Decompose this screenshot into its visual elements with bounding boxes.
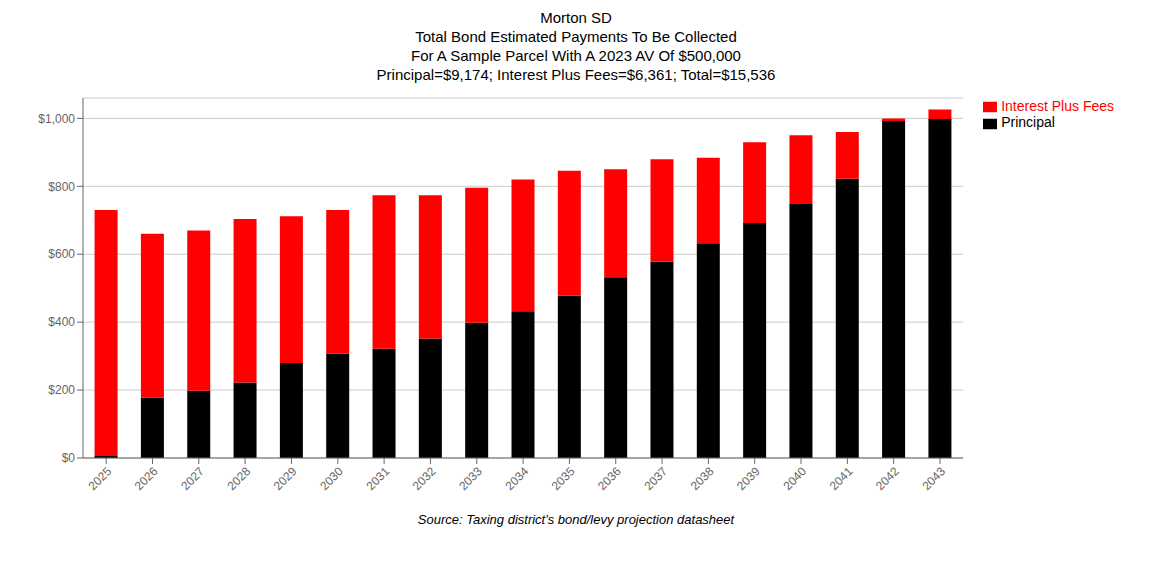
svg-text:2043: 2043 [919,464,948,493]
html-text:Principal: Principal [1001,114,1055,131]
svg-text:2033: 2033 [456,464,485,493]
svg-text:$400: $400 [48,315,75,329]
svg-text:2037: 2037 [641,464,670,493]
html-text:For A Sample Parcel With A 202: For A Sample Parcel With A 2023 AV Of $5… [411,47,741,64]
svg-text:$600: $600 [48,247,75,261]
svg-text:2032: 2032 [410,464,439,493]
svg-text:$1,000: $1,000 [38,112,75,126]
svg-text:2029: 2029 [271,464,300,493]
svg-text:2030: 2030 [317,464,346,493]
html-text:Source: Taxing district's bond: Source: Taxing district's bond/levy proj… [417,512,735,527]
svg-text:2039: 2039 [734,464,763,493]
svg-text:2034: 2034 [502,464,531,493]
svg-text:$200: $200 [48,383,75,397]
svg-text:$800: $800 [48,180,75,194]
svg-text:2041: 2041 [827,464,856,493]
svg-text:2040: 2040 [780,464,809,493]
html-text:Interest Plus Fees: Interest Plus Fees [1001,98,1114,114]
html-text:Total Bond Estimated Payments: Total Bond Estimated Payments To Be Coll… [415,28,737,45]
svg-text:2038: 2038 [688,464,717,493]
svg-text:2042: 2042 [873,464,902,493]
html-text:Principal=$9,174; Interest Plu: Principal=$9,174; Interest Plus Fees=$6,… [376,66,776,83]
html-text:Morton SD: Morton SD [540,9,612,26]
svg-text:2035: 2035 [549,464,578,493]
svg-text:2026: 2026 [132,464,161,493]
svg-text:2028: 2028 [225,464,254,493]
svg-text:2036: 2036 [595,464,624,493]
svg-text:2027: 2027 [178,464,207,493]
svg-text:2025: 2025 [86,464,115,493]
svg-text:2031: 2031 [363,464,392,493]
svg-text:$0: $0 [62,451,76,465]
